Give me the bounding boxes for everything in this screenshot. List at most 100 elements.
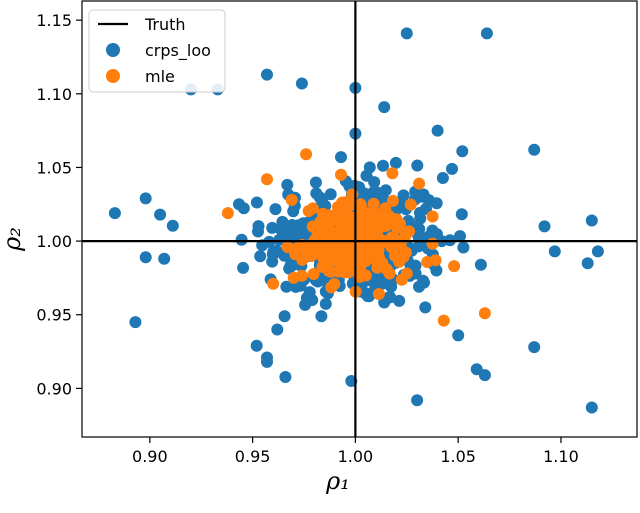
point-crps-loo [237, 261, 250, 274]
point-mle [376, 257, 389, 270]
point-crps-loo [457, 241, 470, 254]
point-crps-loo [281, 178, 294, 191]
point-crps-loo [455, 208, 468, 221]
point-mle [305, 250, 317, 262]
point-crps-loo [267, 245, 280, 258]
point-crps-loo [309, 176, 322, 189]
x-tick-label: 0.90 [132, 447, 168, 466]
legend: Truth crps_loo mle [88, 9, 226, 93]
x-axis-label: ρ₁ [325, 467, 350, 495]
legend-label-crps-loo: crps_loo [145, 41, 211, 61]
point-crps-loo [411, 394, 424, 407]
point-mle [221, 207, 234, 220]
point-mle [285, 193, 298, 206]
point-mle [395, 273, 408, 286]
point-crps-loo [303, 286, 316, 299]
point-crps-loo [538, 220, 551, 233]
point-crps-loo [287, 205, 300, 218]
y-tick-label: 1.05 [36, 158, 72, 177]
y-tick-label: 0.95 [36, 306, 72, 325]
point-mle [339, 221, 352, 234]
point-mle [300, 148, 313, 161]
point-mle [426, 210, 439, 223]
point-mle [367, 197, 380, 210]
point-crps-loo [129, 316, 142, 329]
point-mle [332, 265, 345, 278]
point-crps-loo [360, 169, 373, 182]
point-mle [399, 246, 412, 259]
point-crps-loo [235, 233, 248, 246]
point-mle [413, 177, 426, 190]
x-tick-label: 0.95 [235, 447, 271, 466]
point-crps-loo [436, 172, 449, 184]
point-crps-loo [374, 189, 387, 202]
point-crps-loo [528, 341, 541, 354]
point-crps-loo [378, 101, 391, 114]
x-tick-label: 1.00 [338, 447, 374, 466]
point-mle [386, 167, 399, 180]
point-mle [478, 307, 491, 320]
point-crps-loo [446, 162, 458, 175]
y-axis-ticks: 0.90 0.95 1.00 1.05 1.10 1.15 [36, 11, 82, 398]
point-crps-loo [271, 323, 284, 336]
point-mle [372, 288, 385, 300]
point-crps-loo [454, 230, 466, 243]
point-crps-loo [431, 124, 444, 137]
point-mle [386, 194, 399, 207]
point-crps-loo [139, 251, 152, 264]
point-mle [346, 262, 359, 275]
point-crps-loo [389, 156, 402, 169]
point-crps-loo [419, 301, 432, 314]
point-mle [347, 228, 360, 241]
point-mle [386, 241, 399, 254]
point-crps-loo [256, 239, 269, 252]
plot-frame [81, 0, 638, 438]
point-crps-loo [591, 245, 604, 258]
point-mle [404, 198, 417, 211]
point-crps-loo [315, 310, 328, 323]
point-mle [302, 205, 315, 217]
point-mle [392, 221, 405, 234]
point-crps-loo [456, 145, 469, 158]
point-mle [313, 229, 326, 242]
point-crps-loo [480, 27, 493, 40]
point-crps-loo [278, 310, 291, 323]
point-crps-loo [297, 217, 310, 230]
point-crps-loo [252, 220, 265, 233]
point-mle [342, 249, 355, 262]
point-mle [437, 314, 450, 327]
point-mle [336, 196, 349, 209]
point-mle [379, 202, 392, 215]
point-crps-loo [280, 280, 293, 293]
point-crps-loo [478, 369, 491, 382]
point-crps-loo [254, 250, 267, 263]
point-mle [323, 245, 336, 258]
point-mle [295, 269, 308, 282]
point-crps-loo [237, 202, 250, 215]
point-mle [325, 281, 338, 294]
point-crps-loo [261, 355, 273, 368]
point-mle [335, 168, 347, 181]
point-crps-loo [335, 151, 347, 164]
legend-marker-crps-loo [106, 43, 120, 57]
point-crps-loo [393, 294, 406, 307]
point-crps-loo [276, 215, 289, 228]
point-crps-loo [310, 187, 323, 200]
point-crps-loo [269, 203, 282, 216]
point-mle [281, 241, 294, 253]
point-mle [267, 277, 280, 290]
y-axis-label: ρ₂ [0, 227, 26, 252]
point-crps-loo [108, 207, 121, 220]
point-crps-loo [166, 219, 179, 232]
x-tick-label: 1.05 [440, 447, 476, 466]
point-mle [421, 256, 434, 268]
point-crps-loo [299, 298, 312, 311]
point-mle [383, 267, 396, 280]
point-crps-loo [548, 245, 561, 258]
point-crps-loo [585, 214, 598, 227]
point-crps-loo [250, 339, 263, 352]
point-crps-loo [295, 77, 308, 90]
point-crps-loo [288, 228, 301, 241]
point-crps-loo [250, 196, 263, 209]
